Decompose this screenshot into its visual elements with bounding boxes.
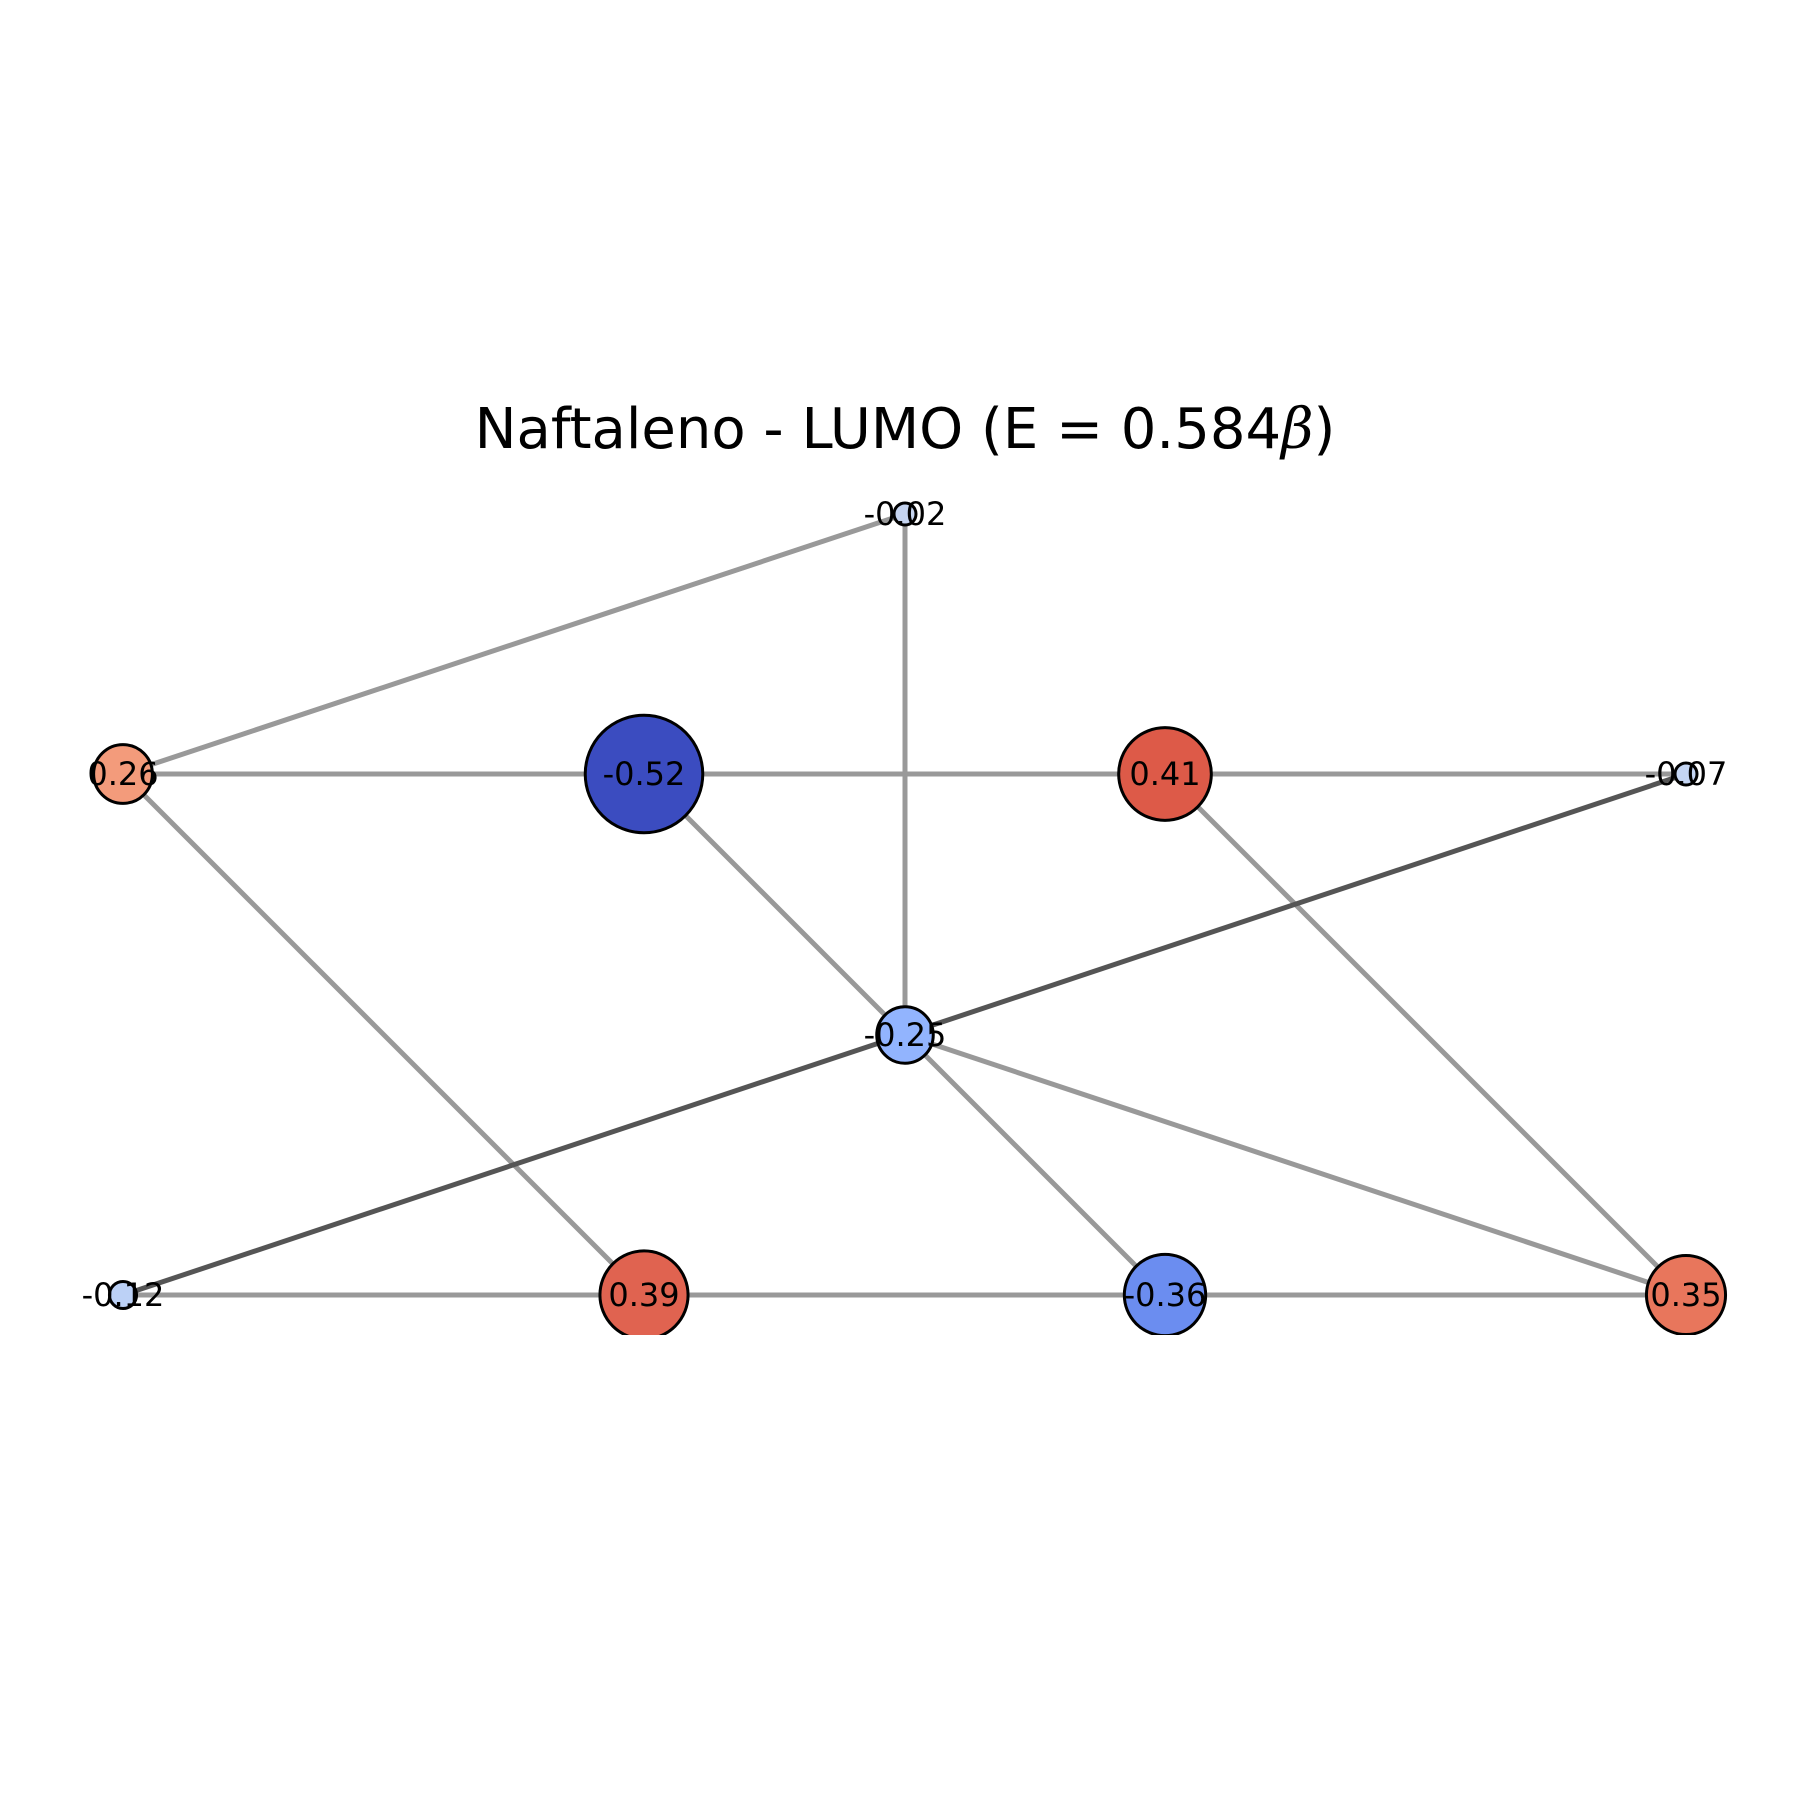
graph-title-prefix: Naftaleno - LUMO (E = 0.584 <box>475 397 1281 462</box>
atom-coefficient-label: -0.52 <box>603 755 686 793</box>
atom-coefficient-label: 0.39 <box>608 1276 679 1314</box>
atom-circle <box>583 713 705 835</box>
atom-circle <box>875 1005 935 1065</box>
atom-node: 0.26 <box>87 743 159 805</box>
edge-c-f <box>642 772 907 1037</box>
atom-node: 0.39 <box>598 1249 690 1335</box>
edge-d-j <box>1163 772 1688 1297</box>
atom-circle <box>1117 726 1213 822</box>
atom-coefficient-label: -0.36 <box>1124 1276 1207 1314</box>
atom-circle <box>892 501 918 527</box>
atom-coefficient-label: -0.02 <box>864 495 947 533</box>
atom-circle <box>1644 1253 1728 1335</box>
atom-circle <box>1122 1252 1208 1335</box>
edge-f-i <box>903 1033 1167 1297</box>
atom-node: -0.12 <box>82 1276 165 1314</box>
atom-node: -0.02 <box>864 495 947 533</box>
atom-node: -0.07 <box>1645 755 1728 793</box>
edge-a-b <box>122 511 906 777</box>
atom-coefficient-label: 0.41 <box>1129 755 1200 793</box>
atom-coefficient-label: 0.26 <box>87 755 158 793</box>
graph-title: Naftaleno - LUMO (E = 0.584β) <box>475 397 1336 462</box>
atom-node: -0.36 <box>1122 1252 1208 1335</box>
nodes-layer: -0.02 0.26 -0.52 0.41 -0.07 -0.25 -0.12 0.39 -0.… <box>82 495 1728 1335</box>
atom-coefficient-label: -0.07 <box>1645 755 1728 793</box>
atom-node: -0.25 <box>864 1005 947 1065</box>
atom-circle <box>107 1279 139 1311</box>
atom-node: 0.41 <box>1117 726 1213 822</box>
graph-title-symbol: β <box>1279 397 1313 462</box>
atom-coefficient-label: -0.12 <box>82 1276 165 1314</box>
edge-b-h <box>121 772 646 1297</box>
graph-title-suffix: ) <box>1313 397 1335 462</box>
atom-coefficient-label: 0.35 <box>1650 1276 1721 1314</box>
atom-circle <box>1673 761 1699 787</box>
atom-circle <box>92 743 154 805</box>
atom-node: -0.52 <box>583 713 705 835</box>
atom-coefficient-label: -0.25 <box>864 1016 947 1054</box>
edge-f-j <box>904 1032 1687 1298</box>
atom-circle <box>598 1249 690 1335</box>
atom-node: 0.35 <box>1644 1253 1728 1335</box>
